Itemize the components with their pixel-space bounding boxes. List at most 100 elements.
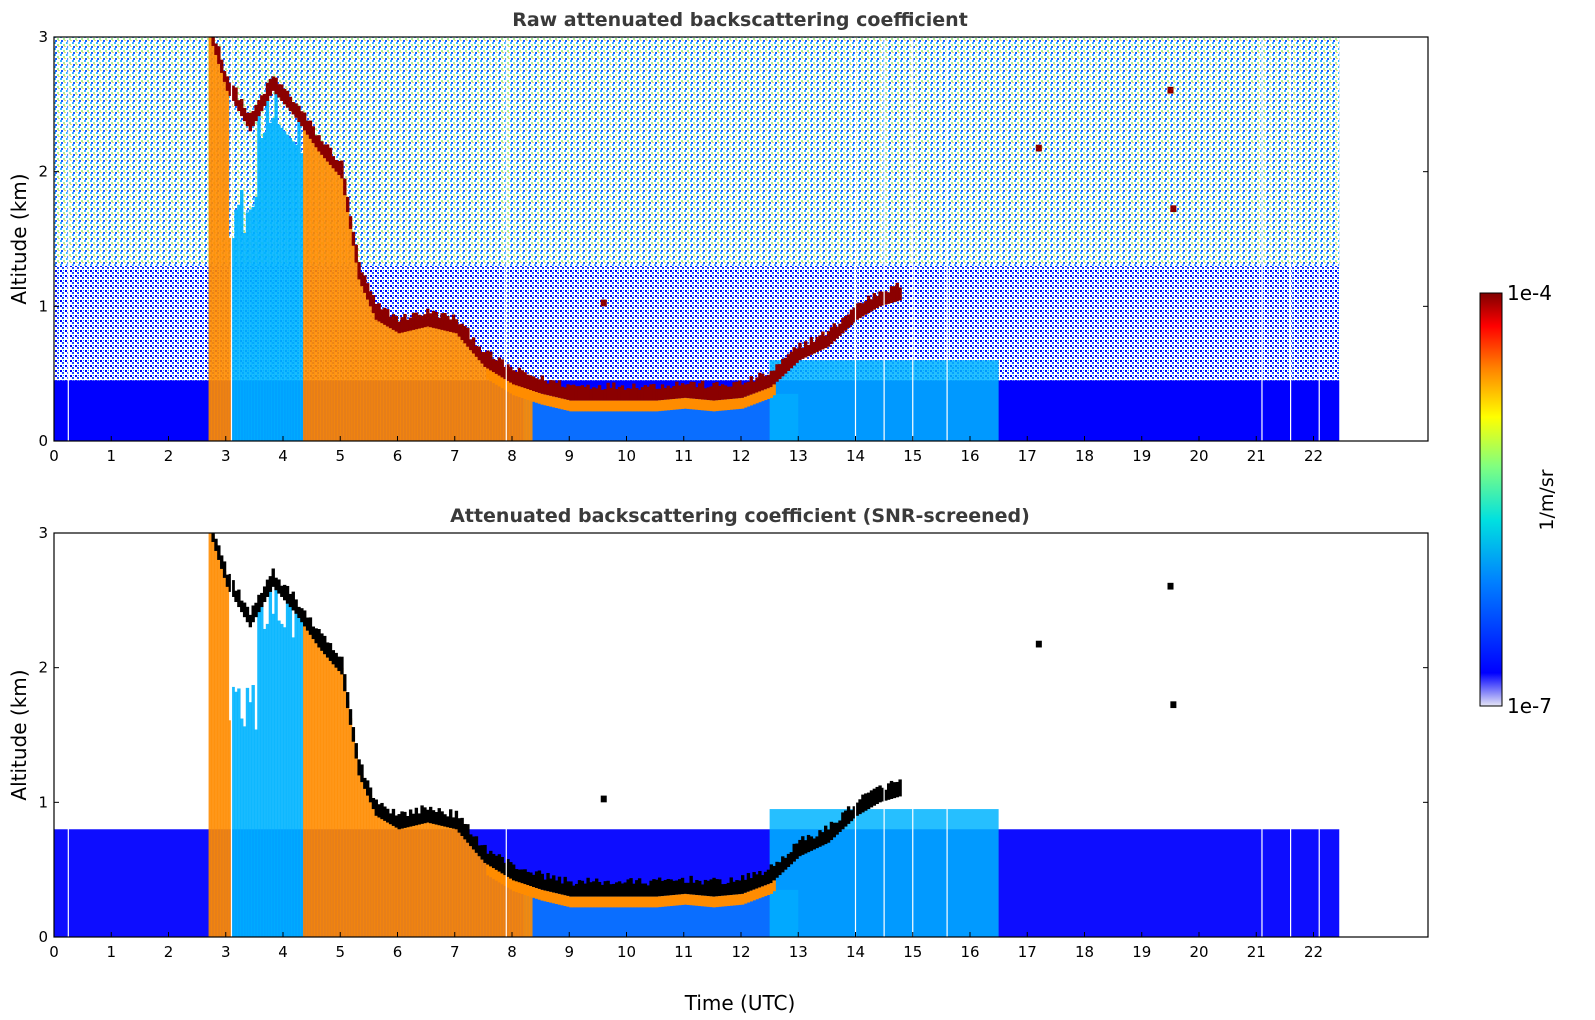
cloud-base-edge — [520, 387, 524, 399]
cloud-layer-segment — [635, 880, 639, 897]
precipitation-column — [431, 321, 436, 441]
precipitation-column — [397, 326, 401, 441]
cloud-layer-segment — [469, 834, 473, 847]
precipitation-column — [400, 325, 404, 441]
cloud-layer-segment — [457, 324, 461, 337]
bottom-x-axis: 0 1 2 3 4 5 6 7 8 9 10 11 12 13 14 15 16 17 18 19 20 21 22 — [49, 932, 1323, 961]
cloud-base-edge — [738, 894, 742, 905]
precipitation-column — [262, 628, 267, 937]
cloud-layer-segment — [637, 878, 642, 897]
cloud-layer-segment — [781, 358, 785, 377]
cloud-layer-segment — [368, 787, 373, 803]
cloud-base-edge — [606, 896, 610, 908]
cloud-layer-segment — [712, 877, 716, 897]
cloud-layer-segment — [809, 337, 814, 355]
cloud-layer-segment — [695, 387, 699, 399]
cloud-fragment — [1035, 640, 1042, 648]
cloud-base-edge — [532, 887, 536, 898]
cloud-layer-segment — [474, 345, 479, 357]
cloud-layer-segment — [663, 387, 668, 400]
cloud-layer-segment — [277, 579, 281, 594]
cloud-layer-segment — [331, 650, 336, 665]
cloud-layer-segment — [363, 275, 367, 293]
precipitation-column — [311, 136, 315, 441]
x-tick-label: 6 — [393, 447, 403, 465]
precipitation-column — [351, 735, 356, 937]
precipitation-column — [440, 819, 444, 937]
cloud-base-edge — [761, 390, 765, 402]
cloud-base-edge — [583, 400, 587, 412]
cloud-layer-segment — [268, 78, 273, 96]
precipitation-column — [386, 815, 390, 937]
cloud-layer-segment — [675, 880, 679, 895]
cloud-layer-segment — [563, 387, 567, 400]
cloud-layer-segment — [595, 878, 599, 897]
cloud-base-edge — [755, 392, 759, 404]
cloud-layer-segment — [431, 310, 436, 328]
cloud-layer-segment — [637, 389, 642, 401]
cloud-layer-segment — [271, 568, 275, 587]
precipitation-column — [254, 196, 258, 441]
cloud-layer-segment — [323, 635, 327, 655]
precipitation-column — [237, 688, 241, 937]
cloud-base-edge — [678, 398, 682, 410]
y-tick-label: 1 — [38, 297, 48, 315]
cloud-layer-segment — [715, 879, 719, 897]
precipitation-column — [305, 623, 310, 937]
cloud-base-edge — [746, 891, 751, 903]
cloud-base-edge — [620, 896, 625, 908]
precipitation-column — [380, 316, 384, 441]
precipitation-column — [271, 613, 275, 937]
cloud-base-edge — [526, 885, 530, 896]
cloud-base-edge — [669, 399, 673, 411]
cloud-base-edge — [692, 894, 696, 906]
cloud-layer-segment — [451, 314, 456, 333]
x-tick-label: 18 — [1075, 447, 1094, 465]
precipitation-column — [300, 153, 304, 441]
cloud-layer-segment — [552, 380, 556, 397]
cloud-layer-segment — [606, 880, 610, 897]
cloud-layer-segment — [861, 303, 865, 317]
cloud-layer-segment — [655, 388, 659, 401]
cloud-layer-segment — [377, 804, 381, 818]
precipitation-column — [308, 132, 313, 441]
cloud-layer-segment — [546, 383, 550, 396]
precipitation-column — [443, 819, 447, 937]
cloud-layer-segment — [314, 135, 318, 148]
cloud-base-edge — [723, 399, 728, 411]
precipitation-column — [274, 583, 278, 937]
precipitation-column — [514, 378, 519, 441]
precipitation-column — [260, 138, 264, 441]
cloud-layer-segment — [786, 354, 791, 371]
precipitation-column — [497, 864, 502, 937]
cloud-base-edge — [732, 894, 736, 906]
cloud-layer-segment — [526, 871, 530, 886]
cloud-layer-segment — [214, 43, 218, 55]
cloud-layer-segment — [454, 810, 459, 830]
precipitation-column — [403, 821, 407, 937]
cloud-base-edge — [726, 895, 731, 907]
cloud-layer-segment — [852, 806, 856, 819]
top-heatmap — [54, 37, 1340, 441]
cloud-layer-segment — [388, 316, 393, 329]
cloud-base-edge — [655, 400, 659, 412]
cloud-layer-segment — [617, 386, 622, 401]
cloud-layer-segment — [672, 386, 676, 399]
cloud-base-edge — [709, 896, 713, 908]
cloud-layer-segment — [812, 341, 816, 354]
cloud-layer-segment — [758, 870, 762, 888]
cloud-layer-segment — [466, 824, 470, 843]
cloud-base-edge — [497, 871, 502, 883]
cloud-layer-segment — [726, 386, 731, 400]
cloud-layer-segment — [514, 869, 519, 882]
cloud-layer-segment — [360, 764, 364, 783]
cloud-layer-segment — [406, 815, 410, 828]
cloud-layer-segment — [211, 37, 215, 46]
cloud-base-edge — [629, 896, 633, 908]
cloud-layer-segment — [520, 370, 524, 388]
cloud-layer-segment — [849, 309, 854, 326]
cloud-layer-segment — [225, 76, 230, 91]
cloud-base-edge — [506, 876, 510, 888]
cloud-layer-segment — [497, 357, 502, 376]
cloud-layer-segment — [209, 516, 212, 533]
